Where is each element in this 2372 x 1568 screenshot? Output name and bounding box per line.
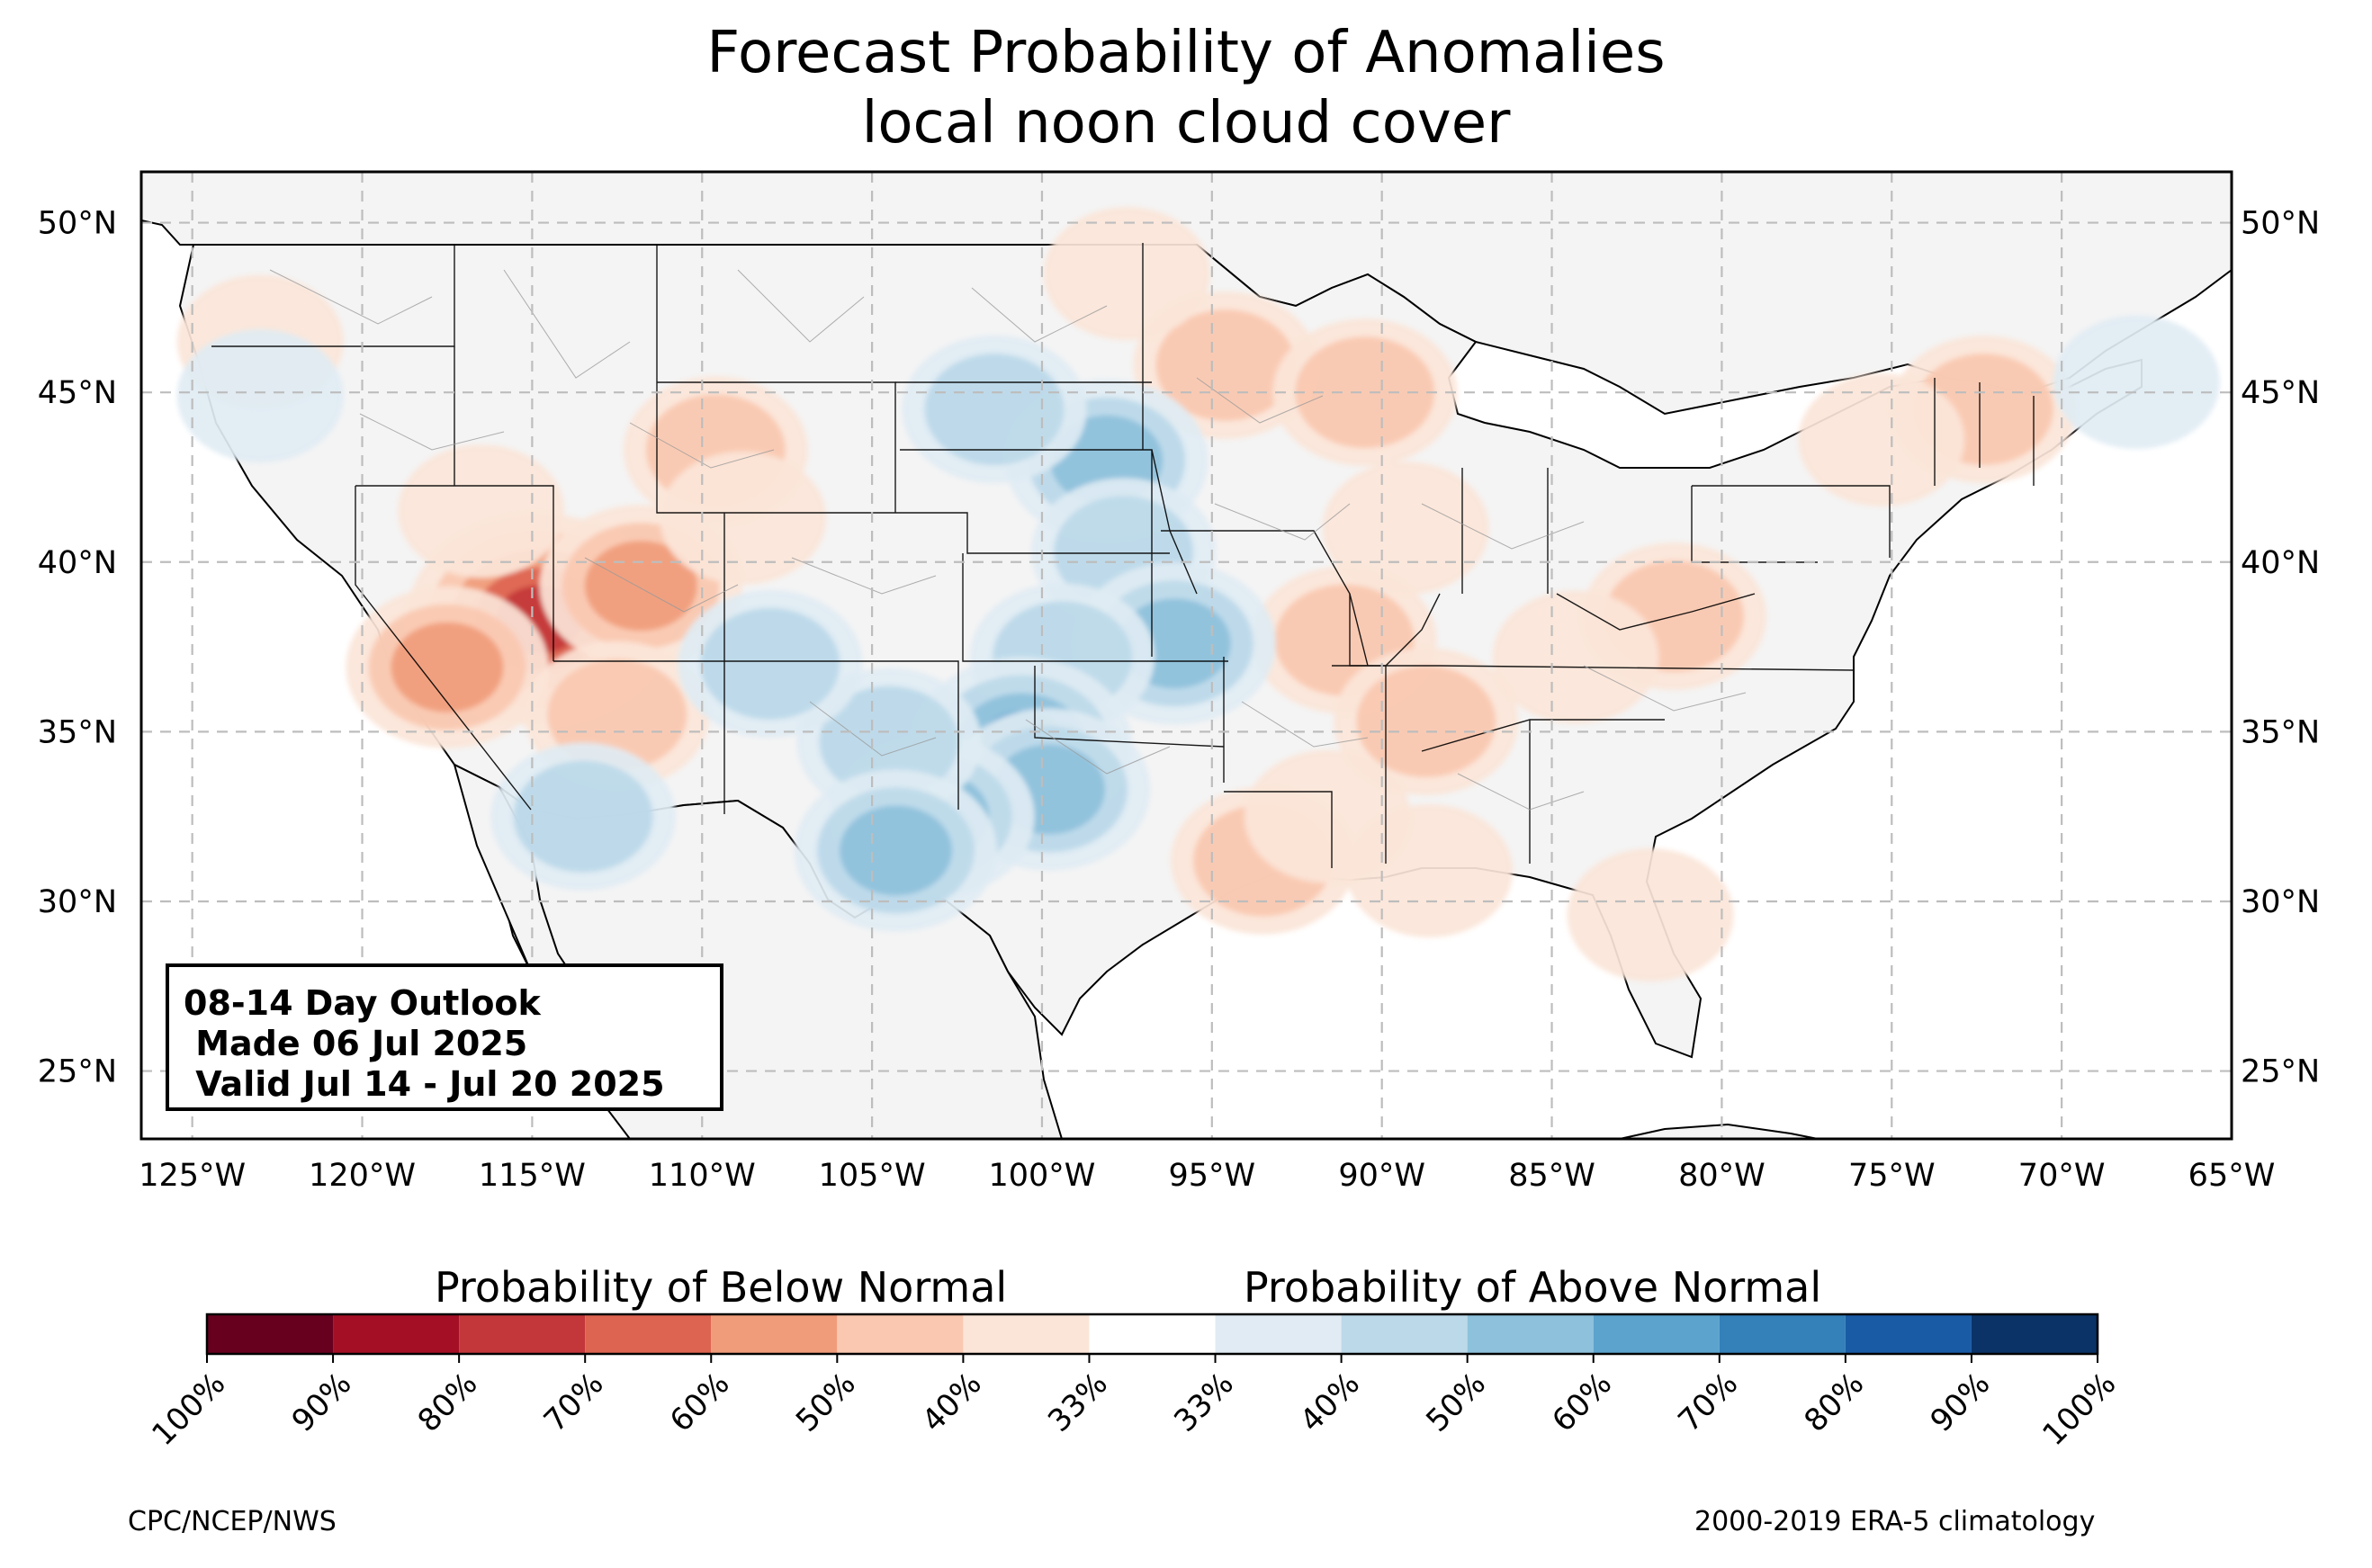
gridlines bbox=[141, 172, 2232, 1139]
colorbar-segment bbox=[1089, 1314, 1216, 1354]
colorbar-tick-label: 33% bbox=[1041, 1366, 1115, 1439]
lon-tick-label: 125°W bbox=[139, 1158, 246, 1194]
county-lines bbox=[269, 269, 1747, 811]
lat-tick-label: 25°N bbox=[38, 1054, 117, 1090]
colorbar bbox=[205, 1313, 2099, 1356]
above-normal-area bbox=[840, 805, 953, 896]
outlook-line-2: Made 06 Jul 2025 bbox=[184, 1024, 528, 1063]
below-normal-area bbox=[547, 659, 687, 771]
lon-tick-label: 95°W bbox=[1169, 1158, 1256, 1194]
above-normal-area bbox=[819, 685, 959, 798]
lon-tick-label: 85°W bbox=[1508, 1158, 1595, 1194]
colorbar-above-label: Probability of Above Normal bbox=[1244, 1263, 1822, 1312]
anomaly-shading bbox=[176, 207, 2220, 982]
below-normal-area bbox=[660, 451, 827, 585]
colorbar-tick-label: 33% bbox=[1167, 1366, 1241, 1439]
above-normal-area bbox=[924, 354, 1065, 466]
above-normal-area bbox=[700, 607, 840, 720]
colorbar-tick-labels: 100% 90% 80% 70% 60% 50% 40% 33% 33% 40% 50% 60% 70%… bbox=[145, 1354, 2123, 1453]
colorbar-segment bbox=[207, 1314, 334, 1354]
colorbar-tick-label: 90% bbox=[1924, 1366, 1998, 1439]
colorbar-frame bbox=[205, 1313, 2099, 1356]
chart-title: Forecast Probability of Anomalies local … bbox=[0, 18, 2372, 158]
lon-tick-label: 90°W bbox=[1338, 1158, 1425, 1194]
map-frame bbox=[139, 170, 2233, 1141]
lat-labels-left: 50°N 45°N 40°N 35°N 30°N 25°N bbox=[38, 206, 117, 1090]
colorbar-tick-label: 60% bbox=[663, 1366, 737, 1439]
lon-tick-label: 105°W bbox=[819, 1158, 926, 1194]
colorbar-tick-label: 70% bbox=[1671, 1366, 1745, 1439]
lat-tick-label: 45°N bbox=[2241, 375, 2320, 411]
below-normal-area bbox=[1492, 590, 1659, 724]
footer-climatology: 2000-2019 ERA-5 climatology bbox=[1694, 1506, 2096, 1537]
above-normal-area bbox=[513, 760, 653, 873]
colorbar-tick-label: 80% bbox=[1798, 1366, 1872, 1439]
lon-tick-label: 65°W bbox=[2188, 1158, 2276, 1194]
colorbar-tick-label: 70% bbox=[537, 1366, 611, 1439]
colorbar-segment bbox=[333, 1314, 460, 1354]
lon-tick-label: 110°W bbox=[649, 1158, 756, 1194]
lon-tick-label: 80°W bbox=[1678, 1158, 1766, 1194]
colorbar-segment bbox=[963, 1314, 1090, 1354]
colorbar-segment bbox=[1341, 1314, 1468, 1354]
colorbar-tick-label: 80% bbox=[411, 1366, 485, 1439]
footer-source: CPC/NCEP/NWS bbox=[128, 1506, 337, 1537]
colorbar-segment bbox=[585, 1314, 712, 1354]
below-normal-area bbox=[1346, 804, 1514, 938]
below-normal-area bbox=[584, 541, 697, 632]
lat-tick-label: 35°N bbox=[2241, 714, 2320, 750]
lon-tick-label: 100°W bbox=[989, 1158, 1096, 1194]
below-normal-area bbox=[1295, 336, 1435, 449]
lat-tick-label: 30°N bbox=[38, 884, 117, 920]
below-normal-area bbox=[398, 444, 565, 578]
colorbar-segment bbox=[459, 1314, 586, 1354]
colorbar-segment bbox=[1719, 1314, 1846, 1354]
lon-tick-label: 75°W bbox=[1848, 1158, 1936, 1194]
lat-tick-label: 45°N bbox=[38, 375, 117, 411]
colorbar-segment bbox=[837, 1314, 964, 1354]
lat-tick-label: 40°N bbox=[38, 545, 117, 581]
colorbar-segment bbox=[1971, 1314, 2098, 1354]
above-normal-area bbox=[176, 328, 344, 462]
colorbar-segment bbox=[1467, 1314, 1594, 1354]
lat-tick-label: 50°N bbox=[38, 206, 117, 242]
lat-tick-label: 35°N bbox=[38, 714, 117, 750]
below-normal-area bbox=[1798, 372, 1965, 506]
above-normal-area bbox=[2053, 315, 2220, 449]
title-line-1: Forecast Probability of Anomalies bbox=[706, 20, 1666, 86]
lat-tick-label: 30°N bbox=[2241, 884, 2320, 920]
colorbar-tick-label: 100% bbox=[2035, 1366, 2123, 1453]
lon-labels: 125°W 120°W 115°W 110°W 105°W 100°W 95°W 90°W 85… bbox=[139, 1158, 2275, 1194]
outlook-line-3: Valid Jul 14 - Jul 20 2025 bbox=[184, 1064, 665, 1104]
colorbar-below-label: Probability of Below Normal bbox=[435, 1263, 1008, 1312]
lon-tick-label: 120°W bbox=[309, 1158, 416, 1194]
colorbar-segment bbox=[1593, 1314, 1720, 1354]
colorbar-tick-label: 50% bbox=[789, 1366, 863, 1439]
lat-tick-label: 25°N bbox=[2241, 1054, 2320, 1090]
colorbar-tick-label: 100% bbox=[145, 1366, 232, 1453]
below-normal-area bbox=[1356, 666, 1496, 778]
below-normal-area bbox=[1043, 207, 1210, 341]
colorbar-tick-label: 40% bbox=[1293, 1366, 1367, 1439]
lon-tick-label: 70°W bbox=[2018, 1158, 2106, 1194]
lon-tick-label: 115°W bbox=[479, 1158, 586, 1194]
lat-labels-right: 50°N 45°N 40°N 35°N 30°N 25°N bbox=[2241, 206, 2320, 1090]
title-line-2: local noon cloud cover bbox=[861, 90, 1511, 157]
colorbar-segment bbox=[711, 1314, 838, 1354]
colorbar-segment bbox=[1845, 1314, 1972, 1354]
colorbar-tick-label: 60% bbox=[1545, 1366, 1619, 1439]
colorbar-tick-label: 40% bbox=[915, 1366, 989, 1439]
below-normal-area bbox=[1567, 848, 1734, 982]
below-normal-area bbox=[391, 622, 504, 712]
colorbar-tick-label: 90% bbox=[285, 1366, 359, 1439]
lat-tick-label: 50°N bbox=[2241, 206, 2320, 242]
outlook-box: 08-14 Day Outlook Made 06 Jul 2025 Valid… bbox=[166, 963, 723, 1111]
colorbar-tick-label: 50% bbox=[1419, 1366, 1493, 1439]
cuba-land bbox=[1619, 1123, 1819, 1139]
lat-tick-label: 40°N bbox=[2241, 545, 2320, 581]
colorbar-segment bbox=[1215, 1314, 1342, 1354]
outlook-line-1: 08-14 Day Outlook bbox=[184, 983, 541, 1023]
